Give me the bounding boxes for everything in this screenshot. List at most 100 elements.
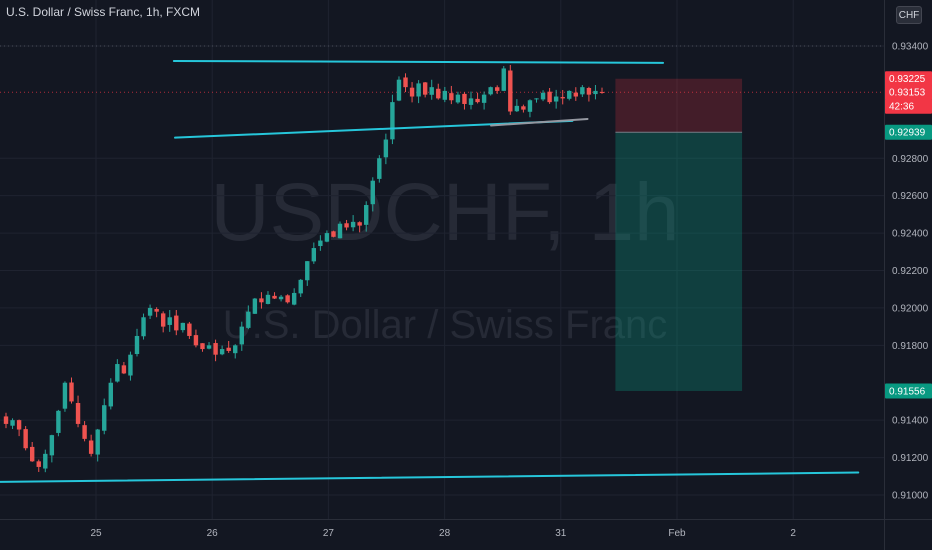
price-tag-label: 0.93153 bbox=[889, 88, 926, 99]
trendline-drawings[interactable] bbox=[0, 59, 860, 483]
candle-up bbox=[180, 322, 186, 331]
y-tick-label: 0.91800 bbox=[892, 341, 929, 352]
price-tag-bg bbox=[885, 383, 932, 399]
trendline-long-term-support bbox=[0, 471, 860, 483]
candle-up bbox=[593, 90, 598, 95]
candle-up bbox=[337, 223, 343, 239]
candlestick-series bbox=[3, 64, 605, 473]
candle-up bbox=[455, 94, 461, 103]
x-tick-label: 28 bbox=[439, 528, 451, 539]
y-tick-label: 0.91200 bbox=[892, 453, 929, 464]
x-tick-label: 26 bbox=[207, 528, 219, 539]
candle-up bbox=[553, 96, 559, 102]
price-tag-label: 0.91556 bbox=[889, 386, 926, 397]
candle-down bbox=[599, 91, 605, 93]
candle-down bbox=[344, 223, 349, 228]
candle-up bbox=[481, 94, 487, 103]
y-tick-label: 0.92600 bbox=[892, 191, 929, 202]
price-tag-label: 0.92939 bbox=[889, 128, 926, 139]
candle-down bbox=[403, 77, 408, 88]
candle-up bbox=[377, 158, 382, 179]
candle-down bbox=[69, 382, 74, 402]
candle-up bbox=[56, 410, 61, 433]
x-tick-label: 25 bbox=[90, 528, 102, 539]
candle-up bbox=[396, 79, 402, 101]
candle-down bbox=[409, 87, 415, 97]
candle-up bbox=[128, 354, 133, 376]
candle-up bbox=[324, 233, 330, 242]
candle-up bbox=[350, 221, 356, 228]
price-tag-bg bbox=[885, 71, 932, 87]
price-axis[interactable]: 0.93400 0.92800 0.92600 0.92400 0.92200 0.920… bbox=[892, 42, 929, 502]
candle-down bbox=[547, 91, 552, 103]
candle-up bbox=[534, 98, 539, 100]
candle-down bbox=[187, 323, 192, 336]
price-tag-bg bbox=[885, 124, 932, 140]
candle-up bbox=[540, 92, 546, 100]
candle-up bbox=[468, 98, 474, 105]
candle-up bbox=[429, 87, 434, 95]
candle-up bbox=[141, 317, 146, 337]
candle-up bbox=[95, 429, 100, 455]
candle-up bbox=[43, 453, 48, 469]
candle-down bbox=[521, 106, 526, 110]
candle-up bbox=[134, 335, 140, 355]
candle-down bbox=[285, 295, 290, 303]
candle-down bbox=[586, 87, 592, 95]
candle-down bbox=[200, 343, 205, 350]
candle-up bbox=[311, 248, 317, 262]
candle-up bbox=[318, 240, 323, 247]
y-tick-label: 0.92800 bbox=[892, 154, 929, 165]
candle-up bbox=[115, 364, 120, 382]
candle-up bbox=[580, 87, 585, 95]
candle-down bbox=[193, 335, 199, 346]
candle-down bbox=[422, 82, 428, 95]
candle-up bbox=[383, 139, 389, 158]
candle-down bbox=[213, 343, 218, 355]
candle-up bbox=[239, 326, 244, 345]
candle-down bbox=[23, 429, 28, 449]
time-axis[interactable]: 25 26 27 28 31 Feb 2 bbox=[90, 528, 796, 539]
candle-down bbox=[560, 97, 565, 99]
symbol-title[interactable]: U.S. Dollar / Swiss Franc, 1h, FXCM bbox=[6, 5, 201, 19]
candle-down bbox=[36, 461, 41, 467]
candle-up bbox=[514, 105, 520, 112]
y-tick-label: 0.91000 bbox=[892, 491, 929, 502]
candle-down bbox=[331, 231, 336, 237]
candle-up bbox=[291, 292, 297, 305]
candle-up bbox=[278, 296, 284, 300]
candle-up bbox=[252, 298, 258, 314]
candle-up bbox=[108, 382, 113, 407]
candle-up bbox=[370, 180, 375, 205]
candle-down bbox=[174, 315, 179, 331]
price-tag-bg bbox=[885, 98, 932, 114]
x-tick-label: 27 bbox=[323, 528, 335, 539]
candle-up bbox=[501, 68, 506, 91]
position-tool[interactable] bbox=[0, 45, 884, 391]
y-tick-label: 0.93400 bbox=[892, 42, 929, 53]
take-profit-zone bbox=[615, 132, 743, 391]
candle-down bbox=[75, 402, 81, 424]
candle-down bbox=[449, 93, 454, 101]
candle-down bbox=[29, 446, 35, 462]
price-tags: 0.93225 0.93153 42:36 0.92939 0.91556 bbox=[885, 71, 932, 399]
currency-badge[interactable]: CHF bbox=[896, 6, 922, 24]
price-tag-bg bbox=[885, 84, 932, 100]
y-tick-label: 0.92200 bbox=[892, 266, 929, 277]
candle-up bbox=[442, 90, 448, 100]
stop-loss-zone bbox=[615, 78, 743, 133]
candle-up bbox=[305, 261, 310, 281]
candle-down bbox=[82, 425, 87, 439]
candle-up bbox=[219, 349, 225, 355]
candle-up bbox=[62, 382, 68, 409]
candle-down bbox=[436, 88, 441, 99]
candle-down bbox=[259, 298, 264, 303]
candle-down bbox=[462, 93, 467, 104]
candle-down bbox=[495, 87, 500, 91]
candle-down bbox=[508, 70, 513, 112]
candle-up bbox=[167, 317, 172, 325]
x-tick-label: Feb bbox=[668, 528, 686, 539]
x-tick-label: 2 bbox=[790, 528, 796, 539]
